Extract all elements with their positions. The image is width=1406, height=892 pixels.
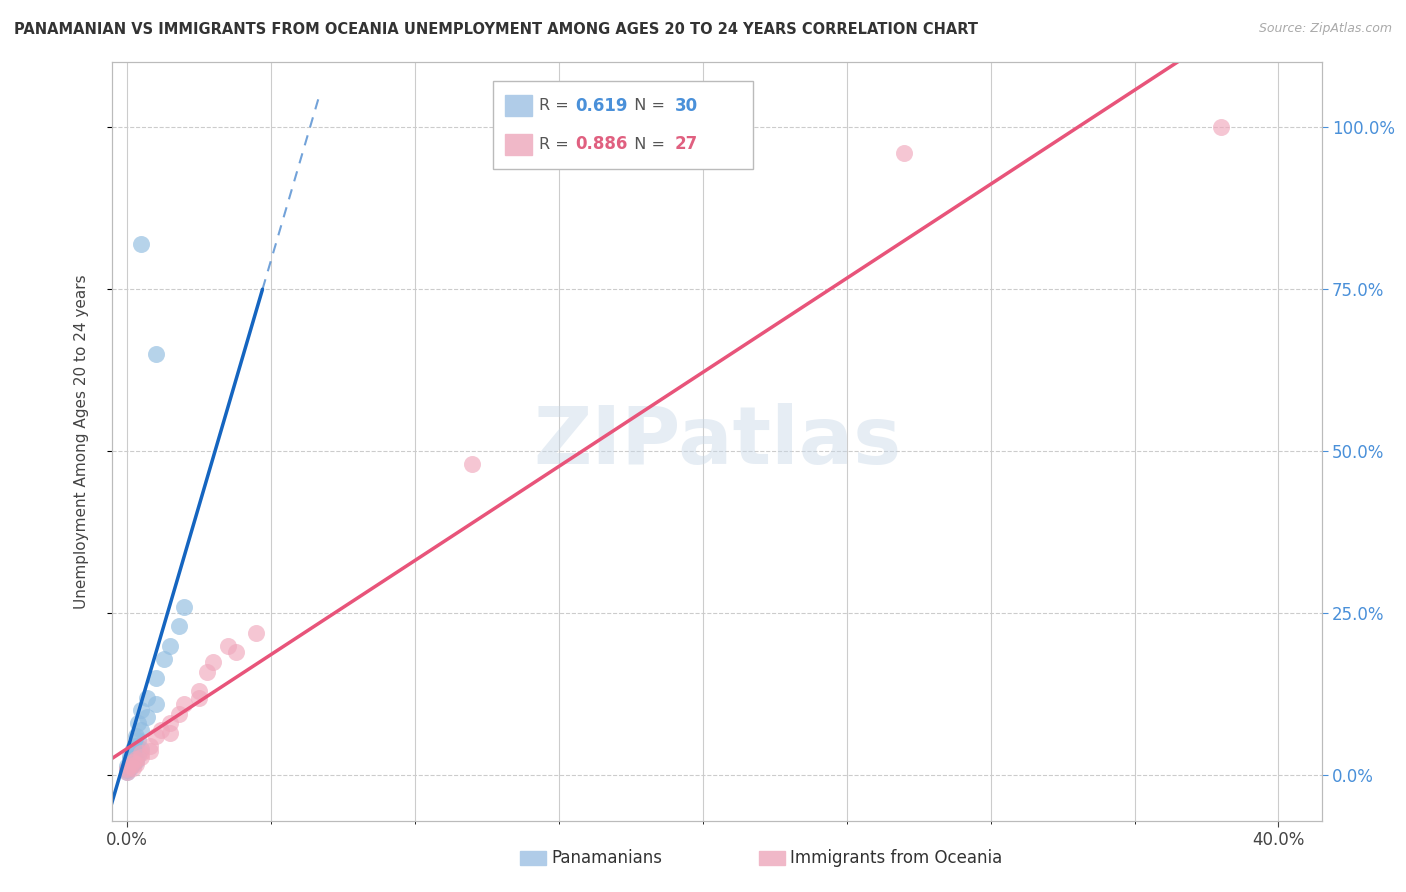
Point bbox=[121, 756, 143, 770]
Point bbox=[145, 347, 167, 361]
Point bbox=[115, 762, 138, 776]
Point bbox=[145, 697, 167, 711]
Text: 0.619: 0.619 bbox=[575, 96, 628, 115]
Bar bbox=[759, 851, 785, 865]
Point bbox=[121, 760, 143, 774]
Point bbox=[129, 746, 152, 760]
Point bbox=[124, 756, 146, 771]
Point bbox=[121, 742, 143, 756]
Point bbox=[121, 746, 143, 760]
Text: R =: R = bbox=[540, 98, 574, 113]
Point bbox=[187, 690, 209, 705]
Point bbox=[115, 765, 138, 780]
Point bbox=[145, 671, 167, 685]
Text: N =: N = bbox=[624, 98, 671, 113]
Point bbox=[173, 599, 195, 614]
Point bbox=[197, 665, 219, 679]
Text: 0.886: 0.886 bbox=[575, 136, 628, 153]
Point bbox=[245, 625, 267, 640]
Text: 27: 27 bbox=[675, 136, 697, 153]
Text: R =: R = bbox=[540, 136, 574, 152]
Text: ZIPatlas: ZIPatlas bbox=[533, 402, 901, 481]
Text: Source: ZipAtlas.com: Source: ZipAtlas.com bbox=[1258, 22, 1392, 36]
Text: Panamanians: Panamanians bbox=[551, 849, 662, 867]
Point bbox=[115, 758, 138, 772]
Point bbox=[129, 742, 152, 756]
Point bbox=[129, 703, 152, 717]
Y-axis label: Unemployment Among Ages 20 to 24 years: Unemployment Among Ages 20 to 24 years bbox=[75, 274, 89, 609]
Point bbox=[150, 723, 173, 737]
Point bbox=[136, 690, 159, 705]
Point bbox=[115, 763, 138, 777]
Point bbox=[118, 756, 141, 770]
Text: N =: N = bbox=[624, 136, 671, 152]
Text: 30: 30 bbox=[675, 96, 697, 115]
Point bbox=[167, 706, 190, 721]
Point bbox=[159, 639, 181, 653]
Point bbox=[124, 739, 146, 753]
Point bbox=[129, 723, 152, 737]
Point bbox=[124, 730, 146, 744]
Point bbox=[139, 739, 162, 753]
Point bbox=[159, 716, 181, 731]
Point bbox=[115, 762, 138, 776]
Point bbox=[127, 732, 149, 747]
Bar bbox=[506, 134, 531, 155]
Point bbox=[167, 619, 190, 633]
Text: Immigrants from Oceania: Immigrants from Oceania bbox=[790, 849, 1002, 867]
Point bbox=[127, 747, 149, 762]
Point bbox=[118, 752, 141, 766]
Text: PANAMANIAN VS IMMIGRANTS FROM OCEANIA UNEMPLOYMENT AMONG AGES 20 TO 24 YEARS COR: PANAMANIAN VS IMMIGRANTS FROM OCEANIA UN… bbox=[14, 22, 979, 37]
Point bbox=[1209, 120, 1232, 135]
Point bbox=[187, 684, 209, 698]
Point bbox=[129, 750, 152, 764]
Point bbox=[225, 645, 247, 659]
Point bbox=[136, 710, 159, 724]
Point bbox=[173, 697, 195, 711]
Point bbox=[145, 730, 167, 744]
FancyBboxPatch shape bbox=[494, 81, 754, 169]
Bar bbox=[520, 851, 546, 865]
Point bbox=[461, 457, 484, 471]
Point bbox=[115, 765, 138, 780]
Point bbox=[121, 756, 143, 771]
Point bbox=[118, 758, 141, 772]
Point bbox=[127, 716, 149, 731]
Point bbox=[124, 752, 146, 766]
Point bbox=[893, 146, 915, 161]
Bar bbox=[506, 95, 531, 116]
Point bbox=[202, 655, 225, 669]
Point bbox=[139, 744, 162, 758]
Point bbox=[118, 748, 141, 763]
Point bbox=[129, 236, 152, 251]
Point bbox=[124, 754, 146, 768]
Point bbox=[217, 639, 239, 653]
Point bbox=[159, 726, 181, 740]
Point bbox=[153, 651, 176, 665]
Point bbox=[118, 760, 141, 774]
